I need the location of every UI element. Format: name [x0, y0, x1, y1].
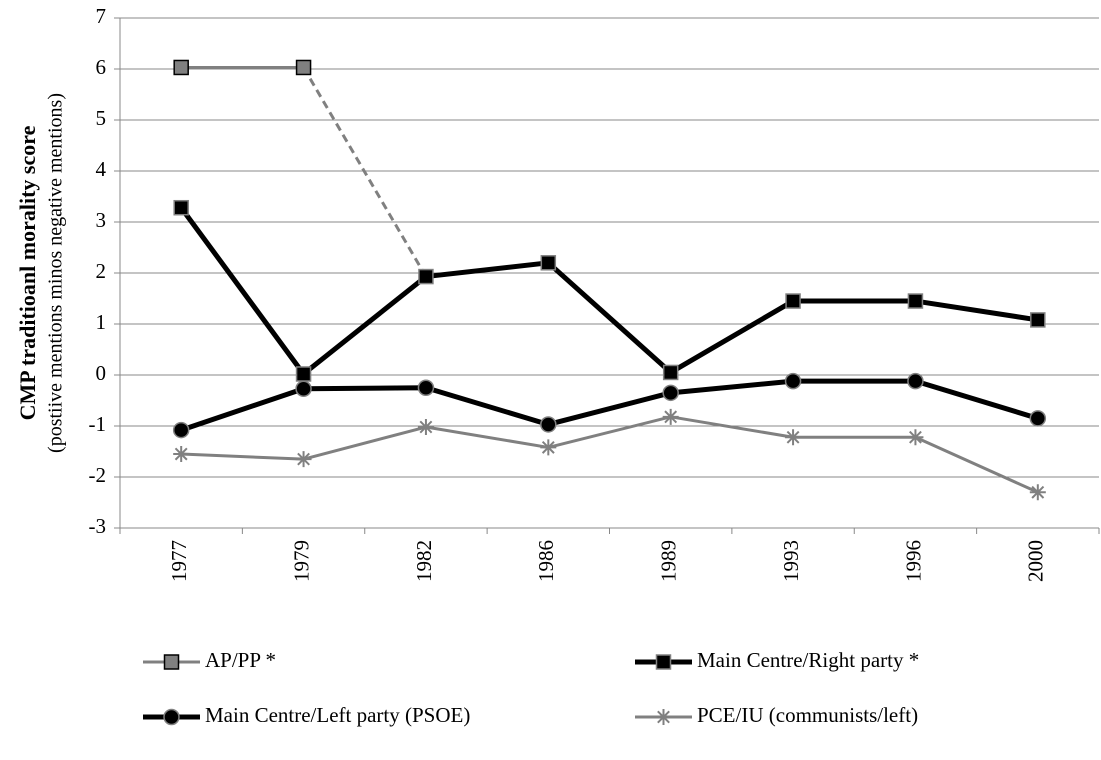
- y-tick-label: 1: [96, 310, 107, 334]
- marker: [173, 59, 189, 76]
- marker: [785, 293, 801, 309]
- dashed-link: [302, 66, 428, 278]
- series-line: [180, 378, 1039, 433]
- x-tick-label: 2000: [1024, 540, 1048, 582]
- marker: [295, 59, 312, 76]
- marker: [173, 446, 190, 463]
- marker: [540, 439, 557, 456]
- y-axis-subtitle: (postiive mentions minos negative mentio…: [45, 93, 67, 453]
- y-tick-label: 3: [96, 208, 107, 232]
- series-line: [179, 206, 1039, 377]
- legend-label: Main Centre/Left party (PSOE): [205, 703, 470, 727]
- y-tick-label: 0: [96, 361, 107, 385]
- x-tick-label: 1986: [534, 540, 558, 582]
- marker: [417, 419, 434, 436]
- marker: [662, 364, 679, 381]
- y-tick-label: 6: [96, 55, 107, 79]
- marker: [662, 384, 679, 402]
- marker: [172, 421, 190, 439]
- y-tick-label: 7: [96, 4, 107, 28]
- marker: [655, 709, 672, 725]
- legend-label: PCE/IU (communists/left): [697, 703, 918, 727]
- marker: [540, 255, 557, 271]
- marker: [1029, 484, 1046, 501]
- x-tick-label: 1989: [657, 540, 681, 582]
- x-tick-label: 1979: [289, 540, 313, 582]
- marker: [417, 379, 435, 396]
- marker: [662, 408, 679, 425]
- y-tick-label: -1: [89, 412, 107, 436]
- y-tick-label: -3: [89, 514, 107, 538]
- legend-label: Main Centre/Right party *: [697, 648, 919, 672]
- marker: [295, 366, 312, 382]
- marker: [1029, 410, 1047, 427]
- marker: [655, 654, 672, 670]
- marker: [163, 708, 180, 726]
- y-tick-label: 4: [96, 157, 107, 181]
- marker: [295, 451, 312, 468]
- x-tick-label: 1993: [779, 540, 803, 582]
- marker: [907, 372, 924, 390]
- marker: [418, 268, 434, 285]
- marker: [907, 429, 924, 446]
- marker: [784, 372, 802, 390]
- legend-label: AP/PP *: [205, 648, 276, 672]
- marker: [540, 416, 557, 433]
- marker: [173, 199, 189, 216]
- y-axis-title: CMP traditioanl morality score: [15, 125, 40, 420]
- x-tick-label: 1996: [901, 540, 925, 582]
- marker: [1030, 312, 1046, 328]
- series-line: [181, 415, 1039, 494]
- x-tick-label: 1977: [167, 540, 191, 582]
- x-tick-label: 1982: [412, 540, 436, 582]
- marker: [785, 429, 802, 446]
- marker: [163, 654, 180, 670]
- marker: [907, 293, 924, 309]
- y-tick-label: 5: [96, 106, 107, 130]
- y-tick-label: -2: [89, 463, 107, 487]
- y-tick-label: 2: [96, 259, 107, 283]
- marker: [295, 380, 312, 398]
